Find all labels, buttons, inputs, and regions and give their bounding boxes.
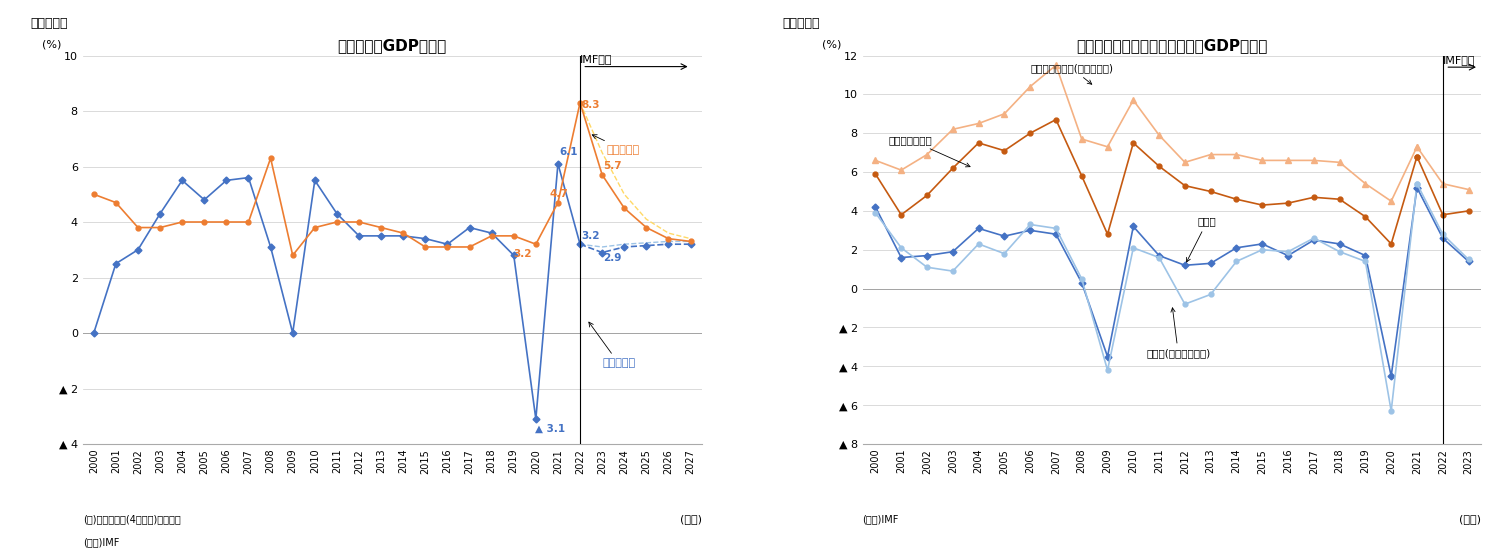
Text: 8.3: 8.3 — [581, 100, 600, 110]
Text: 5.7: 5.7 — [603, 162, 621, 171]
Text: (注)破線は前回(4月時点)の見通し: (注)破線は前回(4月時点)の見通し — [83, 514, 180, 524]
Text: （図表１）: （図表１） — [30, 17, 68, 29]
Text: 先進国: 先進国 — [1187, 216, 1217, 262]
Text: (%): (%) — [823, 40, 842, 50]
Title: 先進国と新興国・途上国の実質GDP伸び率: 先進国と新興国・途上国の実質GDP伸び率 — [1077, 38, 1268, 53]
Text: (年次): (年次) — [680, 514, 702, 524]
Text: 3.2: 3.2 — [514, 249, 532, 259]
Text: IMF予測: IMF予測 — [581, 54, 612, 64]
Text: (%): (%) — [42, 40, 62, 50]
Text: IMF予測: IMF予測 — [1442, 55, 1475, 65]
Text: (年次): (年次) — [1459, 514, 1481, 524]
Text: (資料)IMF: (資料)IMF — [83, 537, 119, 547]
Text: ▲ 3.1: ▲ 3.1 — [535, 423, 566, 433]
Text: 2.9: 2.9 — [603, 253, 621, 263]
Text: (資料)IMF: (資料)IMF — [862, 514, 899, 524]
Text: 実質成長率: 実質成長率 — [590, 322, 635, 369]
Text: インフレ率: インフレ率 — [593, 135, 639, 155]
Text: 新興国・途上国(うちアジア): 新興国・途上国(うちアジア) — [1030, 63, 1113, 84]
Text: 6.1: 6.1 — [559, 148, 578, 158]
Text: 新興国・途上国: 新興国・途上国 — [889, 135, 970, 167]
Text: 3.2: 3.2 — [581, 231, 600, 241]
Text: 先進国(うちユーロ圏): 先進国(うちユーロ圏) — [1146, 308, 1211, 359]
Text: 4.7: 4.7 — [549, 189, 569, 199]
Text: （図表２）: （図表２） — [782, 17, 820, 29]
Title: 世界の実質GDP伸び率: 世界の実質GDP伸び率 — [337, 38, 447, 53]
